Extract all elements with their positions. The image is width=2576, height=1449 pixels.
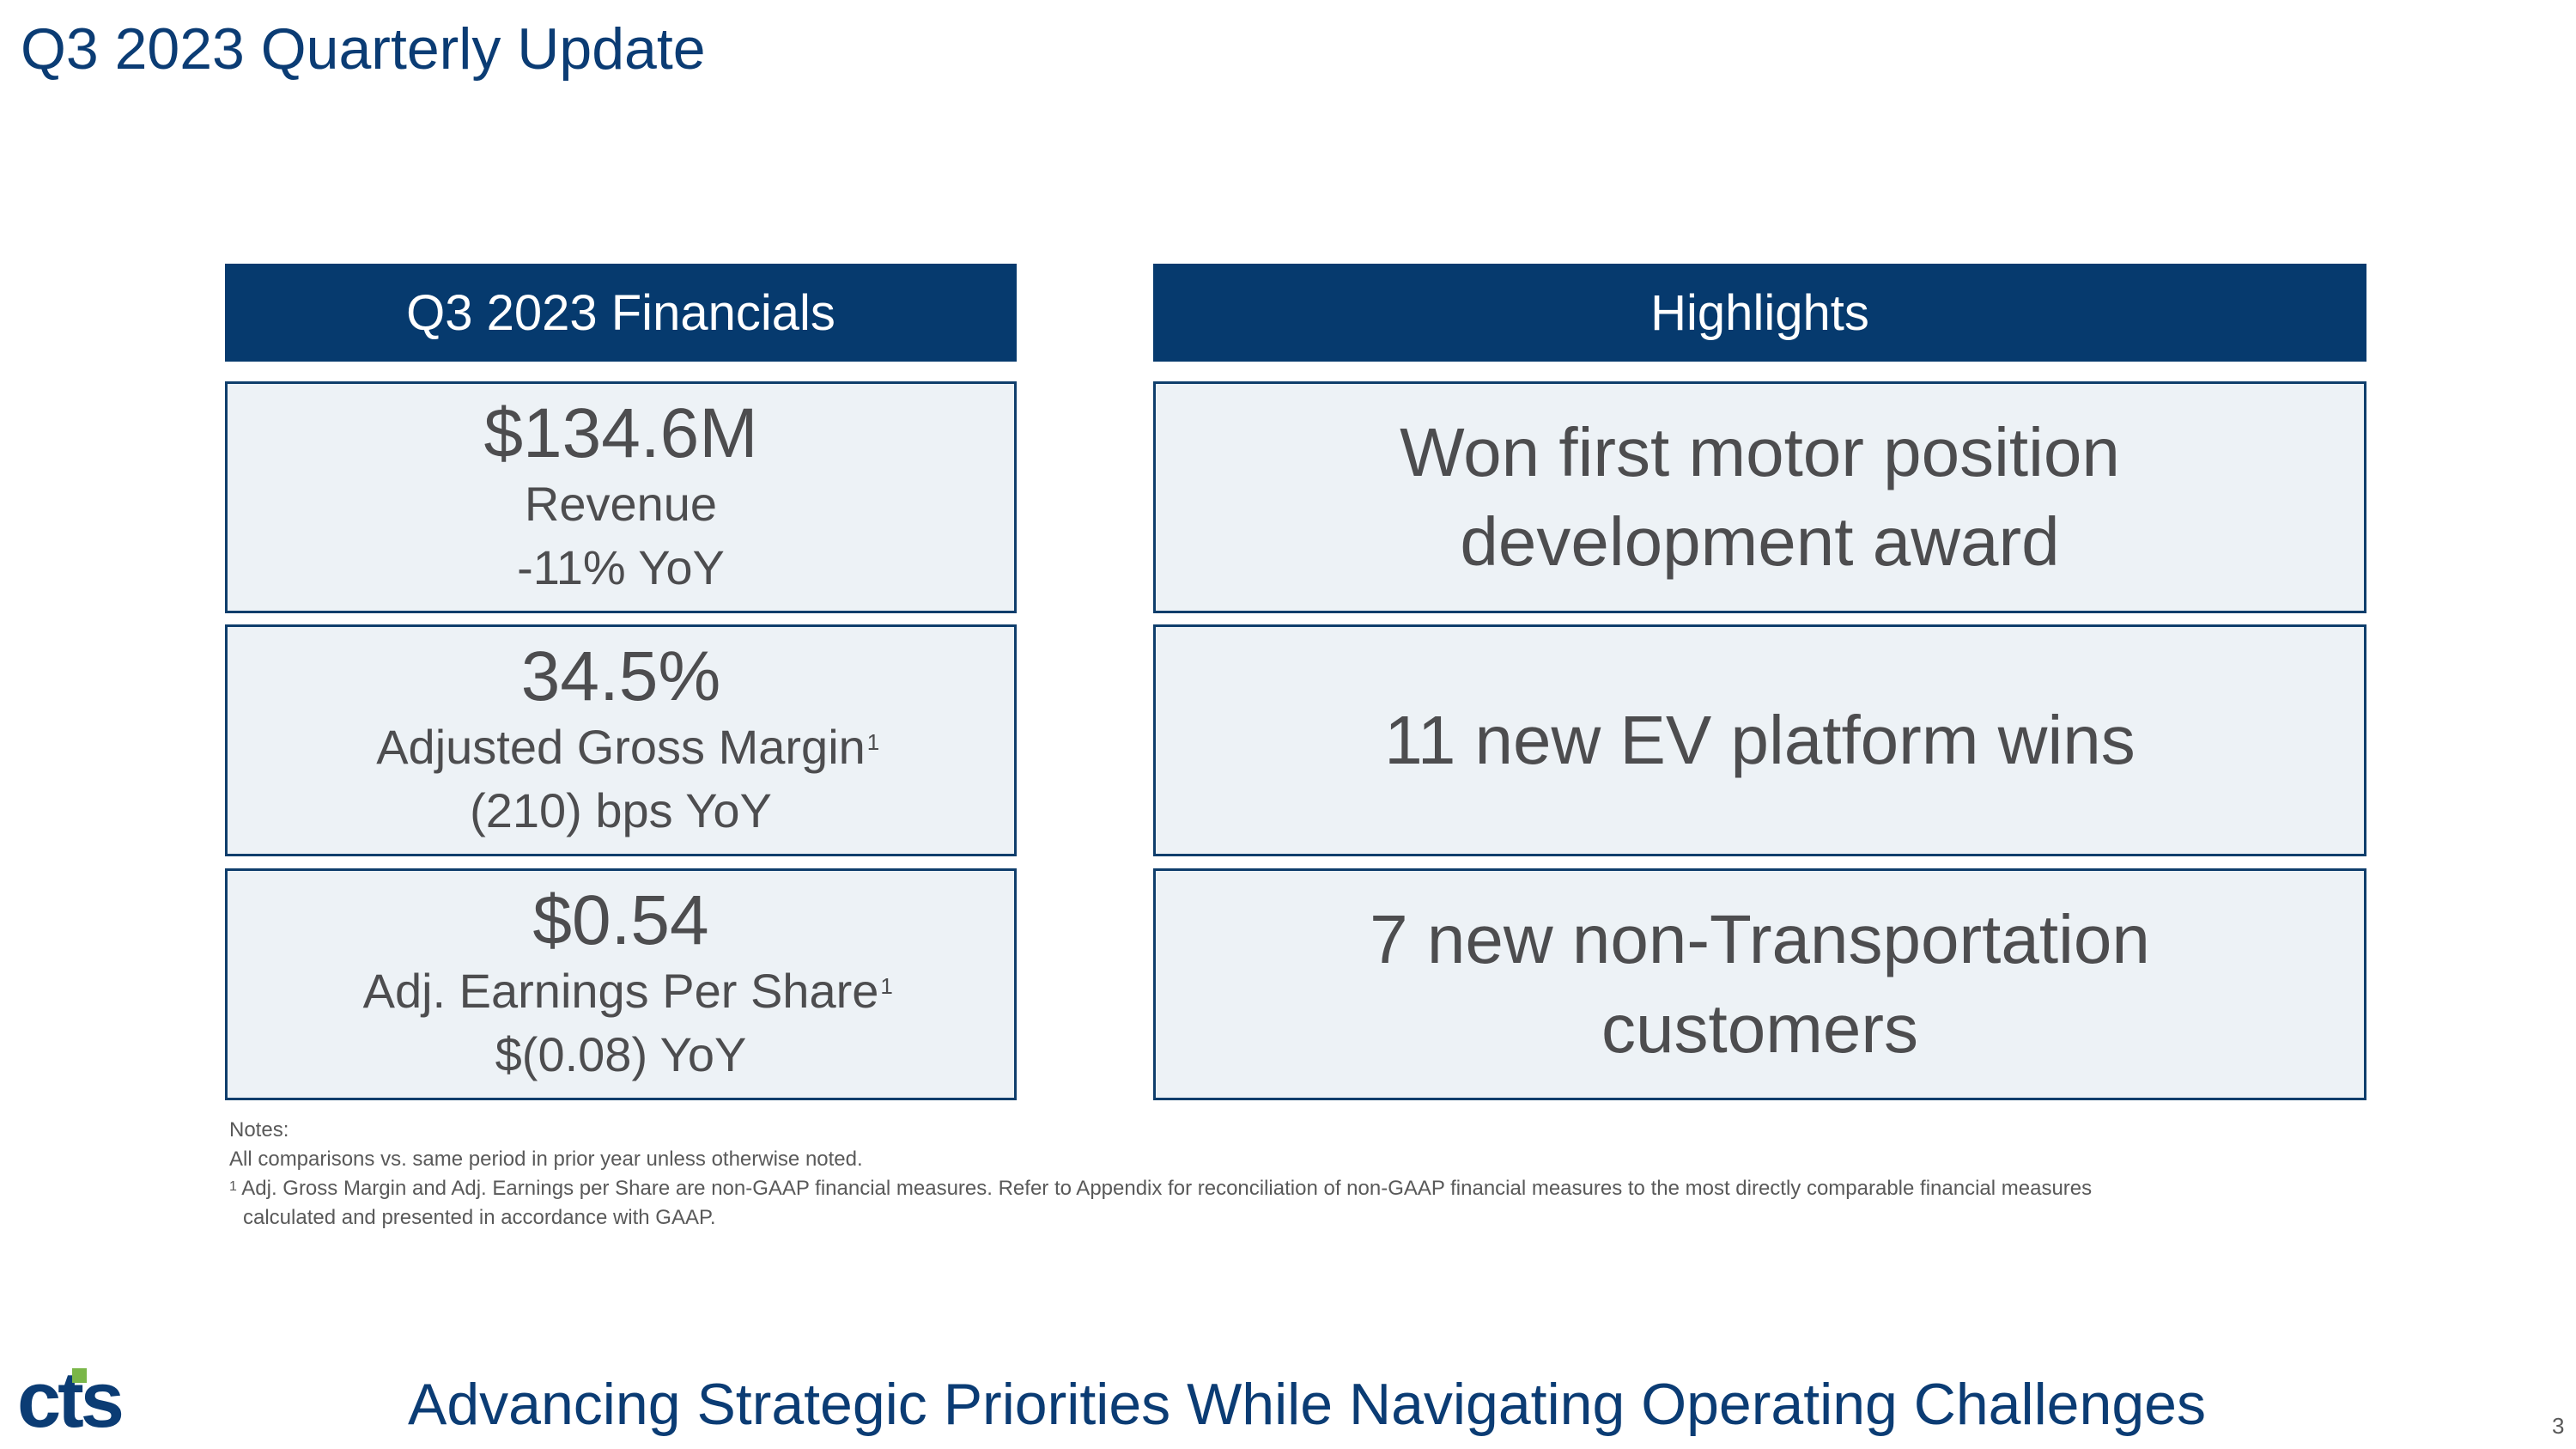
metric-label: Revenue — [524, 477, 718, 531]
highlight-text: 7 new non-Transportation — [1370, 901, 2150, 977]
highlight-text: Won first motor position — [1400, 414, 2120, 490]
footnote-marker: 1 — [866, 729, 880, 755]
highlight-text: development award — [1460, 503, 2060, 580]
footnote-marker: 1 — [229, 1179, 237, 1194]
notes-line: All comparisons vs. same period in prior… — [229, 1148, 863, 1171]
metric-value: $0.54 — [532, 881, 709, 959]
metric-value: $134.6M — [483, 394, 758, 472]
highlight-card: 11 new EV platform wins — [1153, 624, 2366, 856]
logo-wordmark: cts — [17, 1361, 122, 1439]
cts-logo: cts — [17, 1356, 155, 1444]
financials-header: Q3 2023 Financials — [225, 264, 1017, 362]
notes-footnote-continued: calculated and presented in accordance w… — [243, 1206, 716, 1229]
notes-heading: Notes: — [229, 1118, 289, 1142]
page-number: 3 — [2552, 1413, 2565, 1439]
page-title: Q3 2023 Quarterly Update — [21, 16, 706, 82]
metric-card-eps: $0.54 Adj. Earnings Per Share 1 $(0.08) Y… — [225, 868, 1017, 1100]
highlight-text: 11 new EV platform wins — [1384, 702, 2136, 778]
highlight-card: Won first motor position development awa… — [1153, 381, 2366, 613]
footnote-marker: 1 — [880, 973, 893, 999]
metric-value: 34.5% — [520, 637, 721, 715]
notes: Notes: All comparisons vs. same period i… — [229, 1116, 2092, 1233]
metric-card-revenue: $134.6M Revenue -11% YoY — [225, 381, 1017, 613]
cts-logo-icon: cts — [17, 1356, 125, 1444]
highlight-text: customers — [1601, 990, 1918, 1067]
footer-tagline: Advancing Strategic Priorities While Nav… — [408, 1372, 2206, 1437]
logo-green-square — [72, 1368, 87, 1383]
metric-change: (210) bps YoY — [470, 783, 772, 837]
metric-change: $(0.08) YoY — [495, 1027, 747, 1081]
metric-change: -11% YoY — [517, 540, 725, 594]
metric-label: Adjusted Gross Margin 1 — [376, 715, 879, 779]
notes-footnote: 1 Adj. Gross Margin and Adj. Earnings pe… — [229, 1177, 2093, 1200]
metric-card-gross-margin: 34.5% Adjusted Gross Margin 1 (210) bps Y… — [225, 624, 1017, 856]
highlight-card: 7 new non-Transportation customers — [1153, 868, 2366, 1100]
metric-label: Adj. Earnings Per Share 1 — [363, 959, 893, 1023]
highlights-header: Highlights — [1153, 264, 2366, 362]
